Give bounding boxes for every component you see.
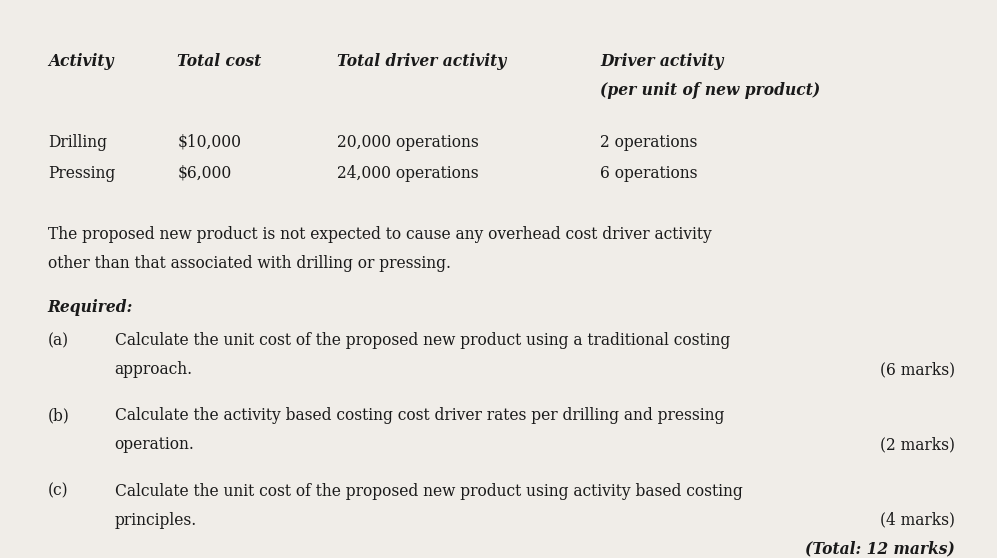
Text: (2 marks): (2 marks): [880, 436, 955, 453]
Text: Total cost: Total cost: [177, 53, 262, 70]
Text: Total driver activity: Total driver activity: [337, 53, 506, 70]
Text: Calculate the unit cost of the proposed new product using a traditional costing: Calculate the unit cost of the proposed …: [115, 332, 730, 349]
Text: Calculate the activity based costing cost driver rates per drilling and pressing: Calculate the activity based costing cos…: [115, 407, 724, 424]
Text: $6,000: $6,000: [177, 165, 231, 181]
Text: 6 operations: 6 operations: [600, 165, 698, 181]
Text: (c): (c): [48, 483, 69, 499]
Text: approach.: approach.: [115, 361, 192, 378]
Text: 24,000 operations: 24,000 operations: [337, 165, 479, 181]
Text: principles.: principles.: [115, 512, 196, 528]
Text: (b): (b): [48, 407, 70, 424]
Text: Activity: Activity: [48, 53, 114, 70]
Text: $10,000: $10,000: [177, 134, 241, 151]
Text: The proposed new product is not expected to cause any overhead cost driver activ: The proposed new product is not expected…: [48, 226, 712, 243]
Text: (6 marks): (6 marks): [880, 361, 955, 378]
Text: (Total: 12 marks): (Total: 12 marks): [806, 540, 955, 557]
Text: other than that associated with drilling or pressing.: other than that associated with drilling…: [48, 255, 451, 272]
Text: Drilling: Drilling: [48, 134, 107, 151]
Text: 20,000 operations: 20,000 operations: [337, 134, 479, 151]
Text: Calculate the unit cost of the proposed new product using activity based costing: Calculate the unit cost of the proposed …: [115, 483, 743, 499]
Text: 2 operations: 2 operations: [600, 134, 698, 151]
Text: (per unit of new product): (per unit of new product): [600, 82, 821, 99]
Text: operation.: operation.: [115, 436, 194, 453]
Text: Driver activity: Driver activity: [600, 53, 724, 70]
Text: (a): (a): [48, 332, 69, 349]
Text: (4 marks): (4 marks): [880, 512, 955, 528]
Text: Required:: Required:: [48, 299, 134, 315]
Text: Pressing: Pressing: [48, 165, 115, 181]
